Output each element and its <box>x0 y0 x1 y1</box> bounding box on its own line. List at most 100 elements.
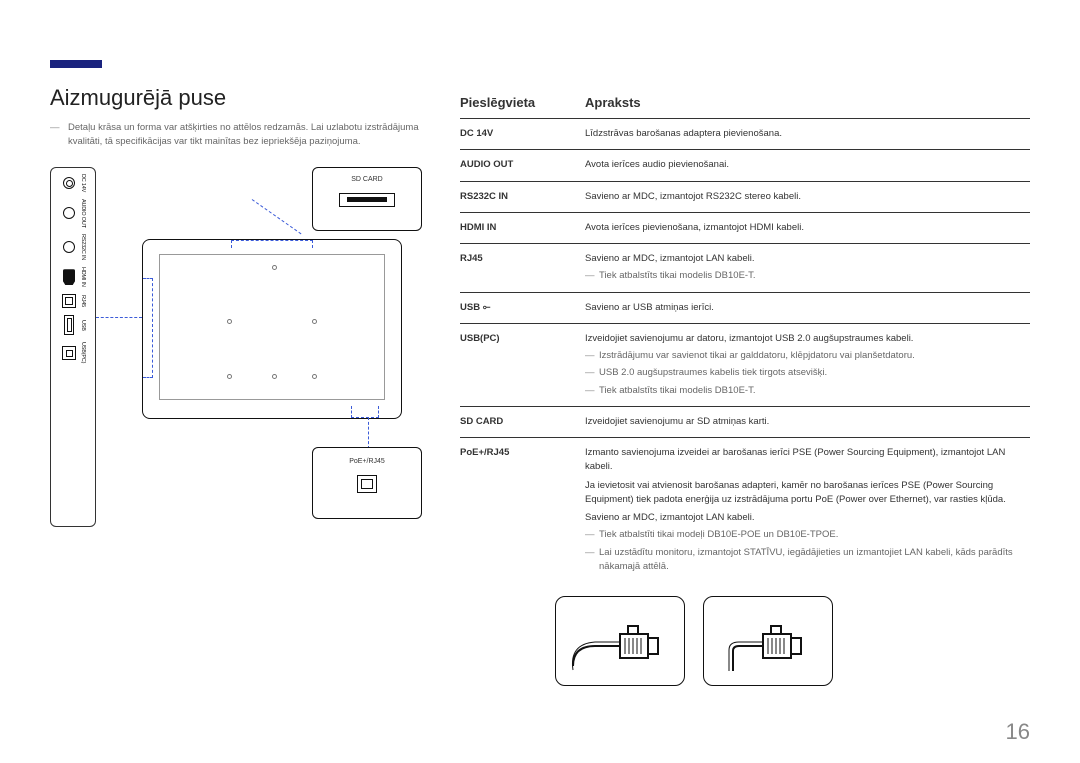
table-row: DC 14V Līdzstrāvas barošanas adaptera pie… <box>460 118 1030 149</box>
port-rj45: RJ45 <box>60 294 86 308</box>
screw-icon <box>272 374 277 379</box>
cell-desc: Izveidojiet savienojumu ar datoru, izman… <box>585 332 1030 398</box>
cell-port: SD CARD <box>460 415 555 429</box>
hdmi-icon <box>63 269 75 285</box>
left-column: Aizmugurējā puse Detaļu krāsa un forma v… <box>50 50 430 686</box>
desc-note: Izstrādājumu var savienot tikai ar galdd… <box>585 349 1030 363</box>
port-usbpc: USB(PC) <box>60 342 86 363</box>
desc-note: USB 2.0 augšupstraumes kabelis tiek tirg… <box>585 366 1030 380</box>
dc-jack-icon <box>63 177 75 189</box>
cell-desc: Izmanto savienojuma izveidei ar barošana… <box>585 446 1030 574</box>
page: Aizmugurējā puse Detaļu krāsa un forma v… <box>0 0 1080 716</box>
desc-text: Savieno ar USB atmiņas ierīci. <box>585 301 1030 315</box>
table-row: SD CARD Izveidojiet savienojumu ar SD atm… <box>460 406 1030 437</box>
port-rs232: RS232C IN <box>60 234 86 260</box>
desc-note: Tiek atbalstīts tikai modelis DB10E-T. <box>585 269 1030 283</box>
desc-note: Lai uzstādītu monitoru, izmantojot STATĪ… <box>585 546 1030 575</box>
th-port: Pieslēgvieta <box>460 95 555 110</box>
device-back-view <box>142 239 402 419</box>
cell-port: HDMI IN <box>460 221 555 235</box>
usb-a-icon <box>64 315 74 335</box>
cell-port: USB(PC) <box>460 332 555 398</box>
side-ports-highlight <box>143 278 153 378</box>
cell-desc: Izveidojiet savienojumu ar SD atmiņas ka… <box>585 415 1030 429</box>
table-header: Pieslēgvieta Apraksts <box>460 95 1030 110</box>
port-hdmi: HDMI IN <box>60 267 86 287</box>
rs232-jack-icon <box>63 241 75 253</box>
port-label-usb: USB <box>80 320 86 331</box>
cell-desc: Līdzstrāvas barošanas adaptera pievienoš… <box>585 127 1030 141</box>
desc-text: Līdzstrāvas barošanas adaptera pievienoš… <box>585 127 1030 141</box>
usb-b-icon <box>62 346 76 360</box>
port-label-rj45: RJ45 <box>80 295 86 307</box>
back-inner-outline <box>159 254 385 400</box>
page-number: 16 <box>1006 719 1030 745</box>
screw-icon <box>227 374 232 379</box>
desc-text: Savieno ar MDC, izmantojot RS232C stereo… <box>585 190 1030 204</box>
callout-sd-label: SD CARD <box>313 176 421 183</box>
desc-extra: Savieno ar MDC, izmantojot LAN kabeli. <box>585 511 1030 525</box>
table-row: HDMI IN Avota ierīces pievienošana, izman… <box>460 212 1030 243</box>
dash-poe-line <box>368 417 369 449</box>
screw-icon <box>227 319 232 324</box>
page-title: Aizmugurējā puse <box>50 85 430 111</box>
lan-cable-icon <box>565 606 675 676</box>
callout-poe-label: PoE+/RJ45 <box>313 458 421 465</box>
cell-desc: Avota ierīces pievienošana, izmantojot H… <box>585 221 1030 235</box>
cell-port: USB ⟜ <box>460 301 555 315</box>
cell-port: RJ45 <box>460 252 555 284</box>
sd-slot-icon <box>339 193 395 207</box>
table-row: RJ45 Savieno ar MDC, izmantojot LAN kabel… <box>460 243 1030 292</box>
table-body: DC 14V Līdzstrāvas barošanas adaptera pie… <box>460 118 1030 582</box>
desc-text: Avota ierīces pievienošana, izmantojot H… <box>585 221 1030 235</box>
cell-port: DC 14V <box>460 127 555 141</box>
table-row: USB ⟜ Savieno ar USB atmiņas ierīci. <box>460 292 1030 323</box>
dash-connector <box>96 317 142 318</box>
port-label-hdmi: HDMI IN <box>80 267 86 287</box>
port-label-dc: DC 14V <box>80 174 86 192</box>
port-label-audio: AUDIO OUT <box>80 199 86 228</box>
desc-text: Izmanto savienojuma izveidei ar barošana… <box>585 446 1030 475</box>
screw-icon <box>272 265 277 270</box>
poe-slot-highlight <box>351 406 379 418</box>
table-row: USB(PC) Izveidojiet savienojumu ar datoru… <box>460 323 1030 406</box>
cell-desc: Savieno ar MDC, izmantojot RS232C stereo… <box>585 190 1030 204</box>
screw-icon <box>312 374 317 379</box>
cell-desc: Savieno ar MDC, izmantojot LAN kabeli. Ti… <box>585 252 1030 284</box>
audio-jack-icon <box>63 207 75 219</box>
table-row: RS232C INSavieno ar MDC, izmantojot RS23… <box>460 181 1030 212</box>
table-row: AUDIO OUTAvota ierīces audio pievienošan… <box>460 149 1030 180</box>
callout-sd: SD CARD <box>312 167 422 231</box>
desc-text: Avota ierīces audio pievienošanai. <box>585 158 1030 172</box>
desc-note: Tiek atbalstīts tikai modelis DB10E-T. <box>585 384 1030 398</box>
rj45-icon <box>62 294 76 308</box>
screw-icon <box>312 319 317 324</box>
port-label-usbpc: USB(PC) <box>80 342 86 363</box>
cable-diagrams <box>555 596 1030 686</box>
cell-port: PoE+/RJ45 <box>460 446 555 574</box>
accent-bar <box>50 60 102 68</box>
right-column: Pieslēgvieta Apraksts DC 14V Līdzstrāvas … <box>460 50 1030 686</box>
port-usb: USB <box>60 315 86 335</box>
desc-note: Tiek atbalstīti tikai modeļi DB10E-POE u… <box>585 528 1030 542</box>
intro-note: Detaļu krāsa un forma var atšķirties no … <box>50 121 430 149</box>
ports-panel: DC 14V AUDIO OUT RS232C IN HDMI IN RJ45 <box>50 167 96 527</box>
th-desc: Apraksts <box>585 95 1030 110</box>
cell-desc: Avota ierīces audio pievienošanai. <box>585 158 1030 172</box>
diagram-area: DC 14V AUDIO OUT RS232C IN HDMI IN RJ45 <box>50 167 430 557</box>
lan-cable-diagram <box>555 596 685 686</box>
desc-text: Savieno ar MDC, izmantojot LAN kabeli. <box>585 252 1030 266</box>
desc-text: Izveidojiet savienojumu ar datoru, izman… <box>585 332 1030 346</box>
callout-poe: PoE+/RJ45 <box>312 447 422 519</box>
port-dc: DC 14V <box>60 174 86 192</box>
desc-extra: Ja ievietosit vai atvienosit barošanas a… <box>585 479 1030 508</box>
lan-cable-icon <box>713 606 823 676</box>
sd-slot-highlight <box>231 240 313 248</box>
port-label-rs232: RS232C IN <box>80 234 86 260</box>
table-row: PoE+/RJ45 Izmanto savienojuma izveidei ar… <box>460 437 1030 582</box>
port-audio: AUDIO OUT <box>60 199 86 228</box>
poe-port-icon <box>357 475 377 493</box>
cell-desc: Savieno ar USB atmiņas ierīci. <box>585 301 1030 315</box>
desc-text: Izveidojiet savienojumu ar SD atmiņas ka… <box>585 415 1030 429</box>
lan-cable-diagram <box>703 596 833 686</box>
